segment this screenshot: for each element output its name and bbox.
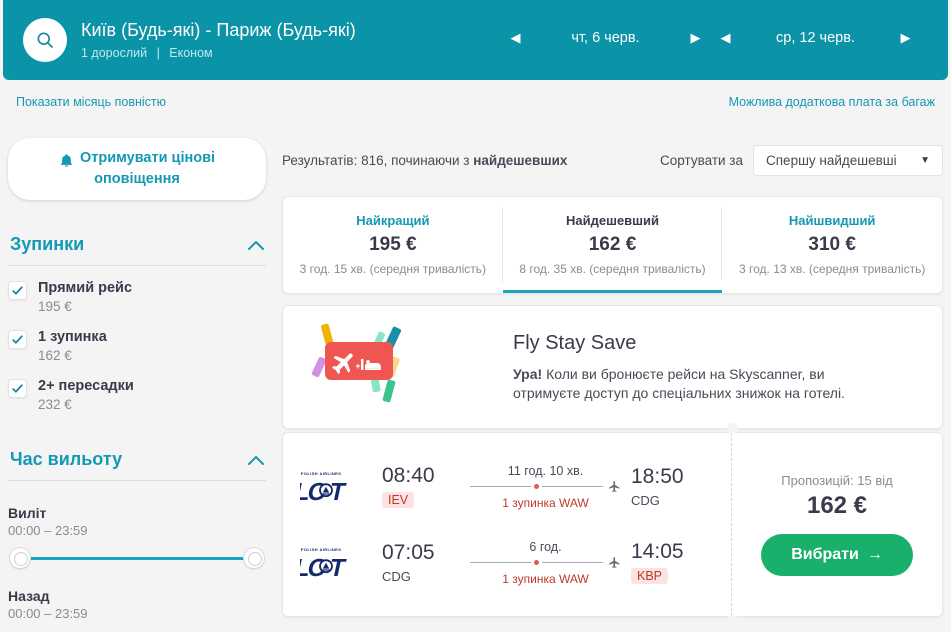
- svg-text:POLISH AIRLINES: POLISH AIRLINES: [301, 547, 342, 552]
- svg-text:POLISH AIRLINES: POLISH AIRLINES: [301, 471, 342, 476]
- svg-text:+: +: [355, 361, 360, 371]
